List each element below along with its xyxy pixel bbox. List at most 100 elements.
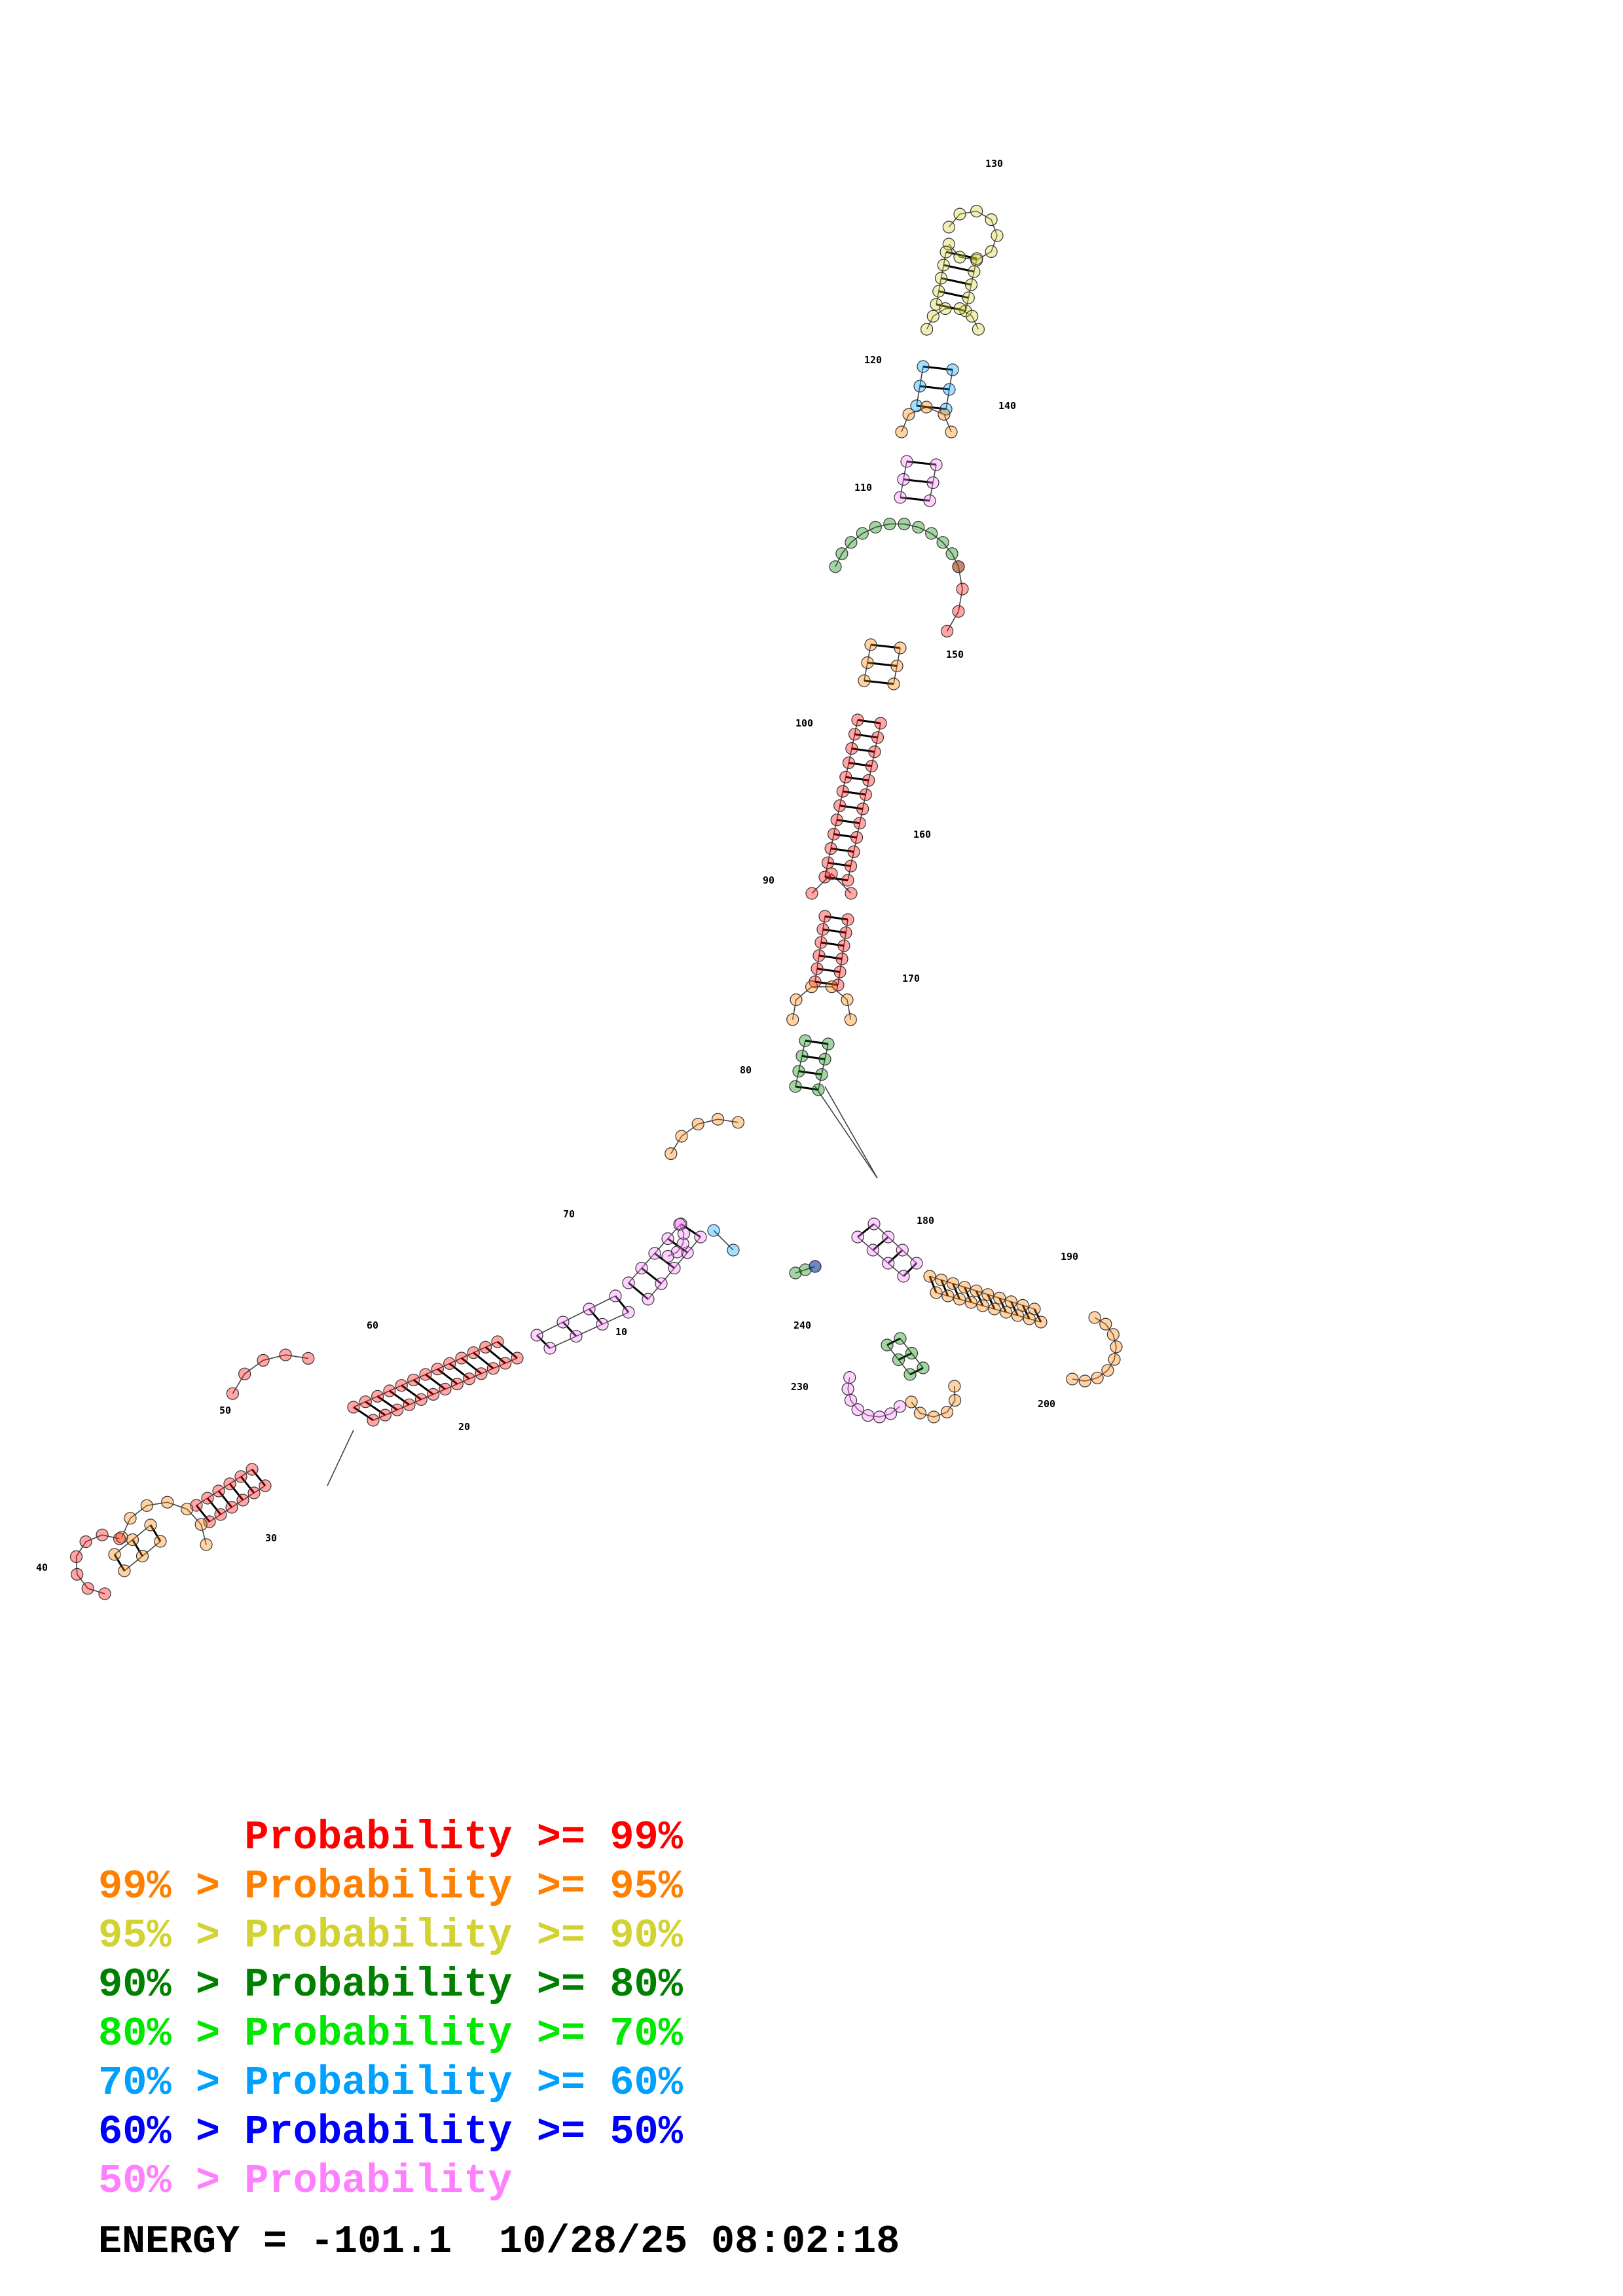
nucleotide <box>936 536 949 549</box>
nucleotide <box>958 1281 971 1294</box>
nucleotide <box>893 1400 907 1413</box>
base-pair <box>987 1294 996 1310</box>
legend-row: 70% > Probability >= 60% <box>98 2058 683 2108</box>
nucleotide <box>845 536 858 549</box>
nucleotide <box>622 1276 635 1289</box>
nucleotide <box>964 278 978 291</box>
nucleotide <box>970 205 983 218</box>
nucleotide <box>642 1293 655 1306</box>
nucleotide <box>948 1380 961 1393</box>
nucleotide <box>98 1587 111 1600</box>
base-pair <box>833 833 857 839</box>
nucleotide <box>1078 1374 1091 1388</box>
nucleotide <box>479 1340 492 1354</box>
nucleotide <box>1106 1328 1120 1341</box>
nucleotide <box>869 520 882 534</box>
nucleotide <box>302 1352 315 1365</box>
nucleotide <box>976 1299 989 1312</box>
nucleotide <box>805 980 818 994</box>
legend-label: Probability >= 99% <box>244 1814 683 1861</box>
nucleotide <box>844 859 858 872</box>
base-pair <box>353 1406 374 1422</box>
nucleotide <box>892 1353 905 1367</box>
base-pair <box>857 1223 875 1238</box>
nucleotide <box>942 221 955 234</box>
nucleotide <box>900 455 913 468</box>
nucleotide <box>463 1372 476 1386</box>
base-pair <box>854 733 878 739</box>
nucleotide <box>825 867 838 880</box>
base-pair <box>497 1340 518 1359</box>
nucleotide <box>622 1306 635 1319</box>
nucleotide <box>972 323 985 336</box>
legend-label: Probability >= 95% <box>244 1863 683 1910</box>
nucleotide <box>841 874 854 887</box>
base-pair <box>998 1297 1008 1313</box>
timestamp: 10/28/25 08:02:18 <box>499 2220 900 2265</box>
base-pair <box>1010 1301 1019 1316</box>
nucleotide <box>661 1232 674 1246</box>
nucleotide <box>414 1393 428 1406</box>
nucleotide <box>841 1382 854 1395</box>
nucleotide <box>827 827 841 841</box>
nucleotide <box>789 1080 802 1093</box>
nucleotide <box>450 1378 464 1391</box>
base-pair <box>975 1290 984 1306</box>
base-pair <box>365 1401 386 1416</box>
energy-footer: ENERGY = -101.1 10/28/25 08:02:18 <box>98 2220 900 2265</box>
base-pair <box>903 478 934 484</box>
nucleotide <box>910 399 923 412</box>
nucleotide <box>848 728 862 741</box>
nucleotide <box>403 1398 416 1411</box>
nucleotide <box>825 980 839 994</box>
base-pair <box>870 643 901 649</box>
position-label: 160 <box>913 829 931 840</box>
nucleotide <box>194 1518 208 1531</box>
base-pair <box>376 1395 398 1411</box>
nucleotide <box>829 560 842 573</box>
nucleotide <box>596 1318 609 1331</box>
base-pair <box>132 1539 143 1557</box>
base-pair <box>641 1267 662 1285</box>
nucleotide <box>226 1387 239 1400</box>
nucleotide <box>830 814 843 827</box>
nucleotide <box>920 401 933 414</box>
legend-prefix: 90% > <box>98 1962 245 2008</box>
nucleotide <box>821 856 835 869</box>
nucleotide <box>126 1533 139 1547</box>
nucleotide <box>862 1409 875 1422</box>
nucleotide <box>371 1390 384 1403</box>
nucleotide <box>200 1538 213 1551</box>
nucleotide <box>940 1406 954 1419</box>
nucleotide <box>118 1564 131 1577</box>
base-pair <box>795 1085 819 1091</box>
nucleotide <box>154 1535 167 1548</box>
nucleotide <box>881 1338 894 1352</box>
position-label: 180 <box>917 1215 934 1227</box>
nucleotide <box>884 1407 898 1420</box>
nucleotide <box>941 1289 955 1302</box>
nucleotide <box>190 1499 203 1512</box>
nucleotide <box>946 1277 960 1290</box>
legend-label: Probability >= 50% <box>244 2109 683 2155</box>
base-pair <box>851 747 875 753</box>
nucleotide <box>816 923 830 936</box>
nucleotide <box>896 1244 909 1257</box>
legend-prefix: 70% > <box>98 2060 245 2106</box>
nucleotide <box>367 1414 380 1427</box>
base-pair <box>839 804 863 810</box>
position-label: 10 <box>615 1326 627 1338</box>
base-pair <box>818 954 843 960</box>
nucleotide <box>867 1217 881 1230</box>
nucleotide <box>927 1410 940 1424</box>
nucleotide <box>795 1049 809 1062</box>
position-label: 90 <box>763 874 775 886</box>
position-label: 20 <box>458 1421 470 1433</box>
base-pair <box>412 1379 434 1395</box>
energy-value: ENERGY = -101.1 <box>98 2220 452 2265</box>
base-pair <box>805 1039 829 1045</box>
nucleotide <box>675 1130 688 1143</box>
nucleotide <box>1028 1302 1041 1316</box>
position-label: 60 <box>367 1319 378 1331</box>
nucleotide <box>956 583 969 596</box>
